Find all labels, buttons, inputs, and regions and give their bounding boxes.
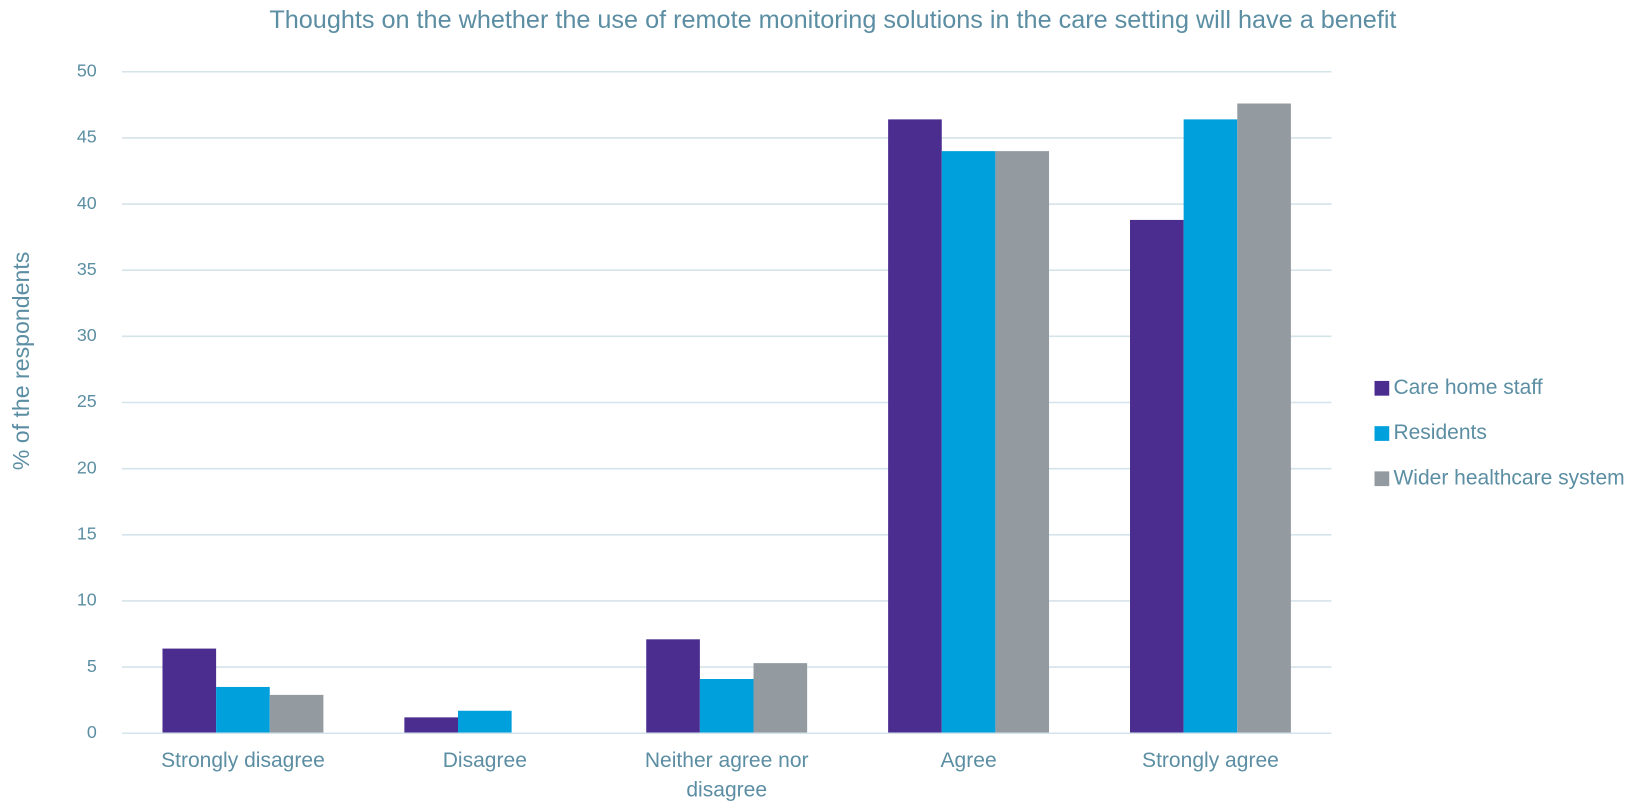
bar (404, 717, 458, 734)
bar (995, 151, 1050, 734)
y-tick-label: 10 (77, 590, 97, 610)
y-tick-label: 50 (77, 60, 97, 80)
bar (162, 648, 217, 734)
x-tick-label-box: Strongly agree (1142, 749, 1279, 773)
bar (888, 119, 942, 734)
bar (699, 679, 754, 734)
bar (1237, 103, 1291, 734)
bar (646, 639, 700, 734)
x-tick-label: Strongly agree (1142, 749, 1279, 773)
bar (941, 151, 996, 734)
bar (457, 710, 512, 734)
legend-swatch (1374, 380, 1390, 396)
y-tick-label: 5 (87, 656, 97, 676)
y-axis-label: % of the respondents (8, 252, 34, 471)
y-tick-label: 35 (77, 259, 97, 279)
x-tick-label-box: Neither agree nor disagree (644, 749, 809, 802)
legend-label: Care home staff (1393, 376, 1542, 399)
bar (1130, 219, 1184, 734)
x-tick-label-box: Strongly disagree (161, 749, 325, 773)
y-tick-label: 20 (77, 457, 97, 477)
x-tick-label-box: Agree (940, 749, 997, 773)
x-tick-label: Disagree (442, 749, 527, 773)
y-tick-label: 30 (77, 325, 97, 345)
x-tick-label-box: Disagree (442, 749, 527, 773)
x-tick-label: Neither agree nor disagree (644, 749, 809, 802)
y-tick-label: 25 (77, 391, 97, 411)
bar (269, 694, 324, 734)
chart-title: Thoughts on the whether the use of remot… (269, 6, 1396, 34)
bar (1183, 119, 1238, 734)
y-tick-label: 15 (77, 524, 97, 544)
legend-swatch (1374, 471, 1390, 487)
legend-label: Wider healthcare system (1393, 466, 1624, 489)
bar (753, 663, 808, 734)
legend-swatch (1374, 426, 1390, 441)
y-tick-label: 45 (77, 127, 97, 147)
x-tick-label: Strongly disagree (161, 749, 325, 773)
y-tick-label: 40 (77, 193, 97, 213)
bar (216, 686, 270, 734)
x-tick-label: Agree (940, 749, 997, 773)
legend-label: Residents (1393, 421, 1486, 444)
y-tick-label: 0 (87, 722, 97, 742)
